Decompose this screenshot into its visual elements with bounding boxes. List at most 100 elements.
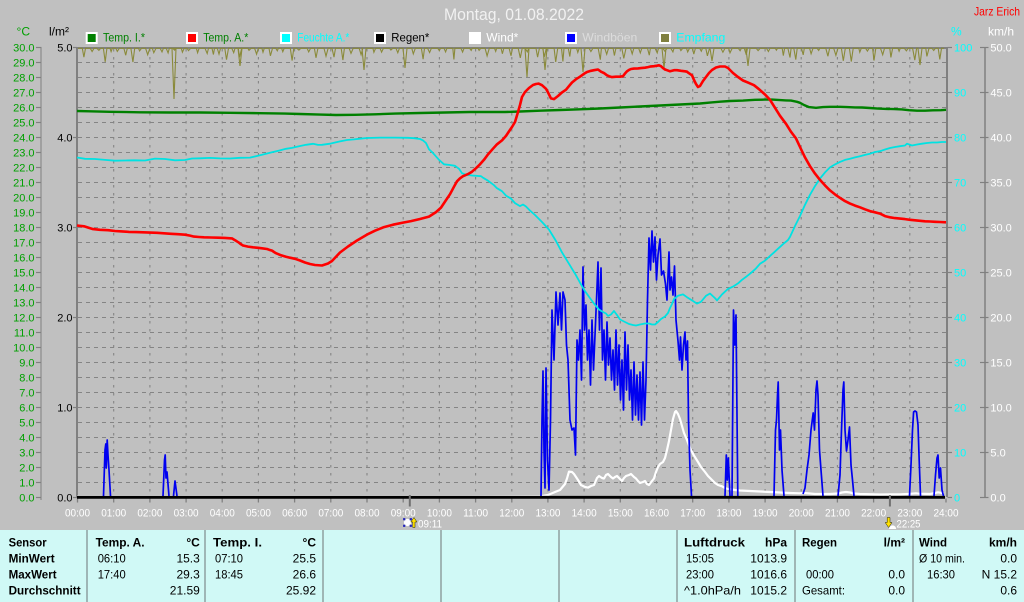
- svg-text:0.6: 0.6: [1000, 584, 1017, 598]
- svg-text:26.6: 26.6: [293, 568, 317, 582]
- svg-text:15:00: 15:00: [608, 508, 633, 520]
- svg-text:23:00: 23:00: [686, 568, 714, 582]
- svg-text:10.0: 10.0: [990, 403, 1011, 415]
- svg-text:04:00: 04:00: [210, 508, 235, 520]
- svg-text:0.0: 0.0: [888, 568, 905, 582]
- svg-text:°C: °C: [186, 536, 200, 550]
- svg-text:Temp. I.: Temp. I.: [213, 536, 262, 550]
- svg-text:30.0: 30.0: [13, 43, 34, 55]
- svg-text:06:10: 06:10: [98, 552, 126, 566]
- svg-text:80: 80: [954, 133, 966, 145]
- svg-text:15.0: 15.0: [990, 358, 1011, 370]
- svg-text:Jarz Erich: Jarz Erich: [974, 5, 1020, 19]
- svg-text:15.0: 15.0: [13, 268, 34, 280]
- svg-text:23.0: 23.0: [13, 148, 34, 160]
- svg-text:17:00: 17:00: [680, 508, 705, 520]
- svg-text:0.0: 0.0: [990, 493, 1005, 505]
- svg-text:25.5: 25.5: [293, 552, 317, 566]
- svg-text:16:30: 16:30: [927, 568, 955, 582]
- svg-text:1.0: 1.0: [57, 403, 72, 415]
- svg-text:18:45: 18:45: [215, 568, 243, 582]
- svg-text:10.0: 10.0: [13, 343, 34, 355]
- svg-text:Regen*: Regen*: [391, 31, 429, 45]
- svg-text:12.0: 12.0: [13, 313, 34, 325]
- svg-text:29.3: 29.3: [176, 568, 200, 582]
- svg-text:0.0: 0.0: [1000, 552, 1017, 566]
- svg-text:1013.9: 1013.9: [750, 552, 787, 566]
- svg-text:26.0: 26.0: [13, 103, 34, 115]
- svg-text:18.0: 18.0: [13, 223, 34, 235]
- svg-text:45.0: 45.0: [990, 88, 1011, 100]
- svg-text:14.0: 14.0: [13, 283, 34, 295]
- svg-text:27.0: 27.0: [13, 88, 34, 100]
- svg-text:05:00: 05:00: [246, 508, 271, 520]
- svg-text:17:40: 17:40: [98, 568, 126, 582]
- svg-text:6.0: 6.0: [19, 403, 34, 415]
- svg-text:00:00: 00:00: [65, 508, 90, 520]
- svg-text:50.0: 50.0: [990, 43, 1011, 55]
- svg-text:l/m²: l/m²: [49, 25, 69, 39]
- svg-text:19:00: 19:00: [753, 508, 778, 520]
- svg-text:03:00: 03:00: [174, 508, 199, 520]
- svg-text:^1.0hPa/h: ^1.0hPa/h: [684, 584, 741, 598]
- svg-text:1015.2: 1015.2: [750, 584, 787, 598]
- svg-text:13:00: 13:00: [535, 508, 560, 520]
- svg-text:01:00: 01:00: [101, 508, 126, 520]
- svg-text:5.0: 5.0: [990, 448, 1005, 460]
- svg-text:19.0: 19.0: [13, 208, 34, 220]
- svg-text:30: 30: [954, 358, 966, 370]
- svg-text:Luftdruck: Luftdruck: [684, 536, 745, 550]
- svg-text:15:05: 15:05: [686, 552, 714, 566]
- svg-text:Durchschnitt: Durchschnitt: [9, 584, 81, 598]
- svg-text:25.0: 25.0: [990, 268, 1011, 280]
- svg-text:%: %: [951, 25, 962, 39]
- svg-text:Temp. A.*: Temp. A.*: [203, 31, 248, 45]
- svg-text:35.0: 35.0: [990, 178, 1011, 190]
- svg-text:12:00: 12:00: [499, 508, 524, 520]
- svg-text:24.0: 24.0: [13, 133, 34, 145]
- svg-text:Temp. I.*: Temp. I.*: [103, 31, 145, 45]
- svg-text:20.0: 20.0: [13, 193, 34, 205]
- svg-text:22:00: 22:00: [861, 508, 886, 520]
- svg-text:20: 20: [954, 403, 966, 415]
- svg-text:22:25: 22:25: [897, 519, 921, 531]
- svg-text:1016.6: 1016.6: [750, 568, 787, 582]
- svg-text:l/m²: l/m²: [884, 536, 905, 550]
- svg-text:Wind*: Wind*: [486, 31, 518, 45]
- svg-text:25.92: 25.92: [286, 584, 316, 598]
- svg-text:29.0: 29.0: [13, 58, 34, 70]
- svg-text:Empfang: Empfang: [676, 31, 725, 45]
- svg-text:3.0: 3.0: [57, 223, 72, 235]
- svg-text:30.0: 30.0: [990, 223, 1011, 235]
- svg-text:km/h: km/h: [989, 536, 1017, 550]
- svg-text:0: 0: [954, 493, 960, 505]
- svg-text:06:00: 06:00: [282, 508, 307, 520]
- svg-text:02:00: 02:00: [137, 508, 162, 520]
- svg-text:4.0: 4.0: [57, 133, 72, 145]
- svg-text:Wind: Wind: [919, 536, 947, 550]
- svg-text:08:00: 08:00: [355, 508, 380, 520]
- svg-text:Sensor: Sensor: [9, 536, 47, 550]
- svg-text:25.0: 25.0: [13, 118, 34, 130]
- svg-text:90: 90: [954, 88, 966, 100]
- svg-text:Temp. A.: Temp. A.: [96, 536, 145, 550]
- svg-text:14:00: 14:00: [572, 508, 597, 520]
- svg-text:5.0: 5.0: [19, 418, 34, 430]
- svg-text:0.0: 0.0: [57, 493, 72, 505]
- svg-text:23:00: 23:00: [897, 508, 922, 520]
- svg-text:9.0: 9.0: [19, 358, 34, 370]
- svg-text:10:00: 10:00: [427, 508, 452, 520]
- svg-text:21.0: 21.0: [13, 178, 34, 190]
- svg-text:20:00: 20:00: [789, 508, 814, 520]
- svg-text:00:00: 00:00: [806, 568, 834, 582]
- svg-text:°C: °C: [303, 536, 317, 550]
- svg-text:Montag, 01.08.2022: Montag, 01.08.2022: [444, 5, 584, 24]
- svg-text:km/h: km/h: [988, 25, 1014, 39]
- svg-text:°C: °C: [17, 25, 31, 39]
- svg-text:3.0: 3.0: [19, 448, 34, 460]
- svg-text:17.0: 17.0: [13, 238, 34, 250]
- svg-text:70: 70: [954, 178, 966, 190]
- svg-text:Gesamt:: Gesamt:: [802, 584, 845, 598]
- svg-text:Ø 10 min.: Ø 10 min.: [919, 552, 965, 566]
- svg-text:28.0: 28.0: [13, 73, 34, 85]
